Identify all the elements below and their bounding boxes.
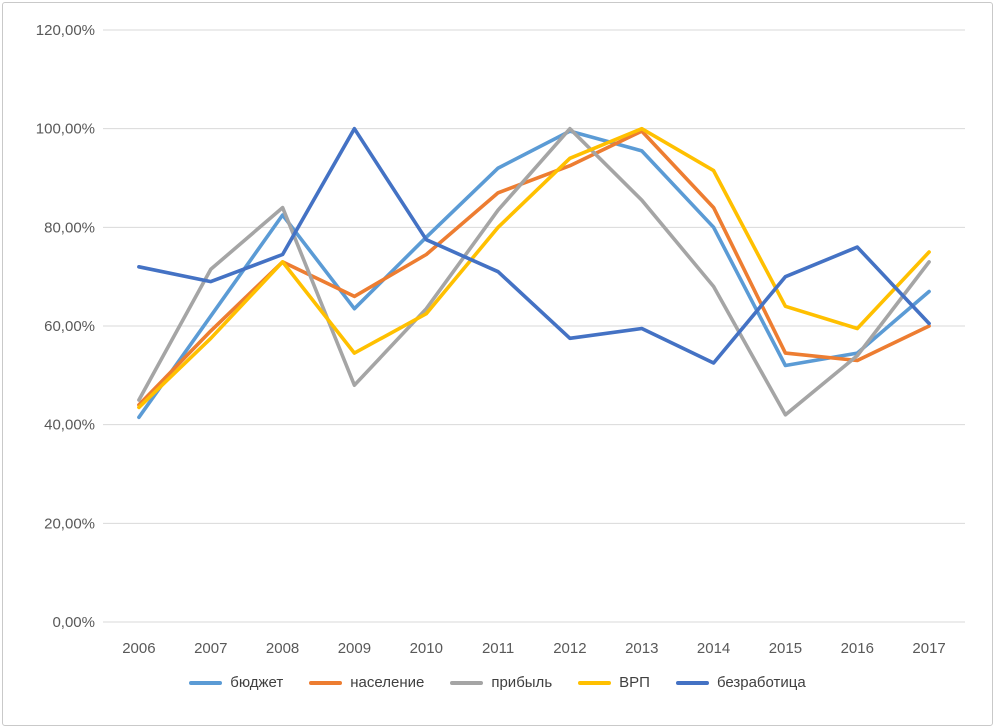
y-axis-tick-label: 80,00% — [44, 219, 95, 236]
series-line-4 — [137, 126, 931, 365]
series-line-3 — [137, 126, 931, 410]
legend-line-swatch — [675, 680, 709, 685]
y-axis-tick-label: 0,00% — [52, 614, 95, 631]
legend-line-swatch — [189, 680, 223, 685]
legend-line-swatch — [450, 680, 484, 685]
legend-item-4: безработица — [675, 674, 806, 691]
x-axis-tick-label: 2013 — [625, 640, 658, 657]
legend-label: ВРП — [619, 674, 650, 691]
x-axis-tick-label: 2006 — [122, 640, 155, 657]
x-axis-tick-label: 2009 — [338, 640, 371, 657]
y-axis-tick-label: 40,00% — [44, 417, 95, 434]
series-line-0 — [137, 129, 931, 420]
legend-item-2: прибыль — [450, 674, 552, 691]
chart-legend: бюджет население прибыль ВРП безработица — [0, 674, 995, 691]
x-axis-tick-label: 2007 — [194, 640, 227, 657]
legend-label: безработица — [716, 674, 806, 691]
legend-label: бюджет — [230, 674, 284, 691]
x-axis-tick-label: 2017 — [912, 640, 945, 657]
x-axis-tick-label: 2015 — [769, 640, 802, 657]
y-axis-tick-label: 100,00% — [36, 121, 95, 138]
legend-label: население — [350, 674, 425, 691]
x-axis-tick-label: 2012 — [553, 640, 586, 657]
y-axis-tick-label: 120,00% — [36, 22, 95, 39]
legend-line-swatch — [309, 680, 343, 685]
y-axis-tick-label: 20,00% — [44, 515, 95, 532]
x-axis-tick-label: 2008 — [266, 640, 299, 657]
x-axis-tick-label: 2011 — [482, 640, 514, 657]
legend-item-0: бюджет — [189, 674, 283, 691]
x-axis-tick-label: 2014 — [697, 640, 730, 657]
y-axis-tick-label: 60,00% — [44, 318, 95, 335]
series-line-2 — [137, 126, 931, 417]
legend-label: прибыль — [491, 674, 553, 691]
legend-item-3: ВРП — [578, 674, 650, 691]
legend-line-swatch — [578, 680, 612, 685]
legend-item-1: население — [309, 674, 424, 691]
x-axis-tick-label: 2016 — [841, 640, 874, 657]
x-axis-tick-label: 2010 — [410, 640, 443, 657]
